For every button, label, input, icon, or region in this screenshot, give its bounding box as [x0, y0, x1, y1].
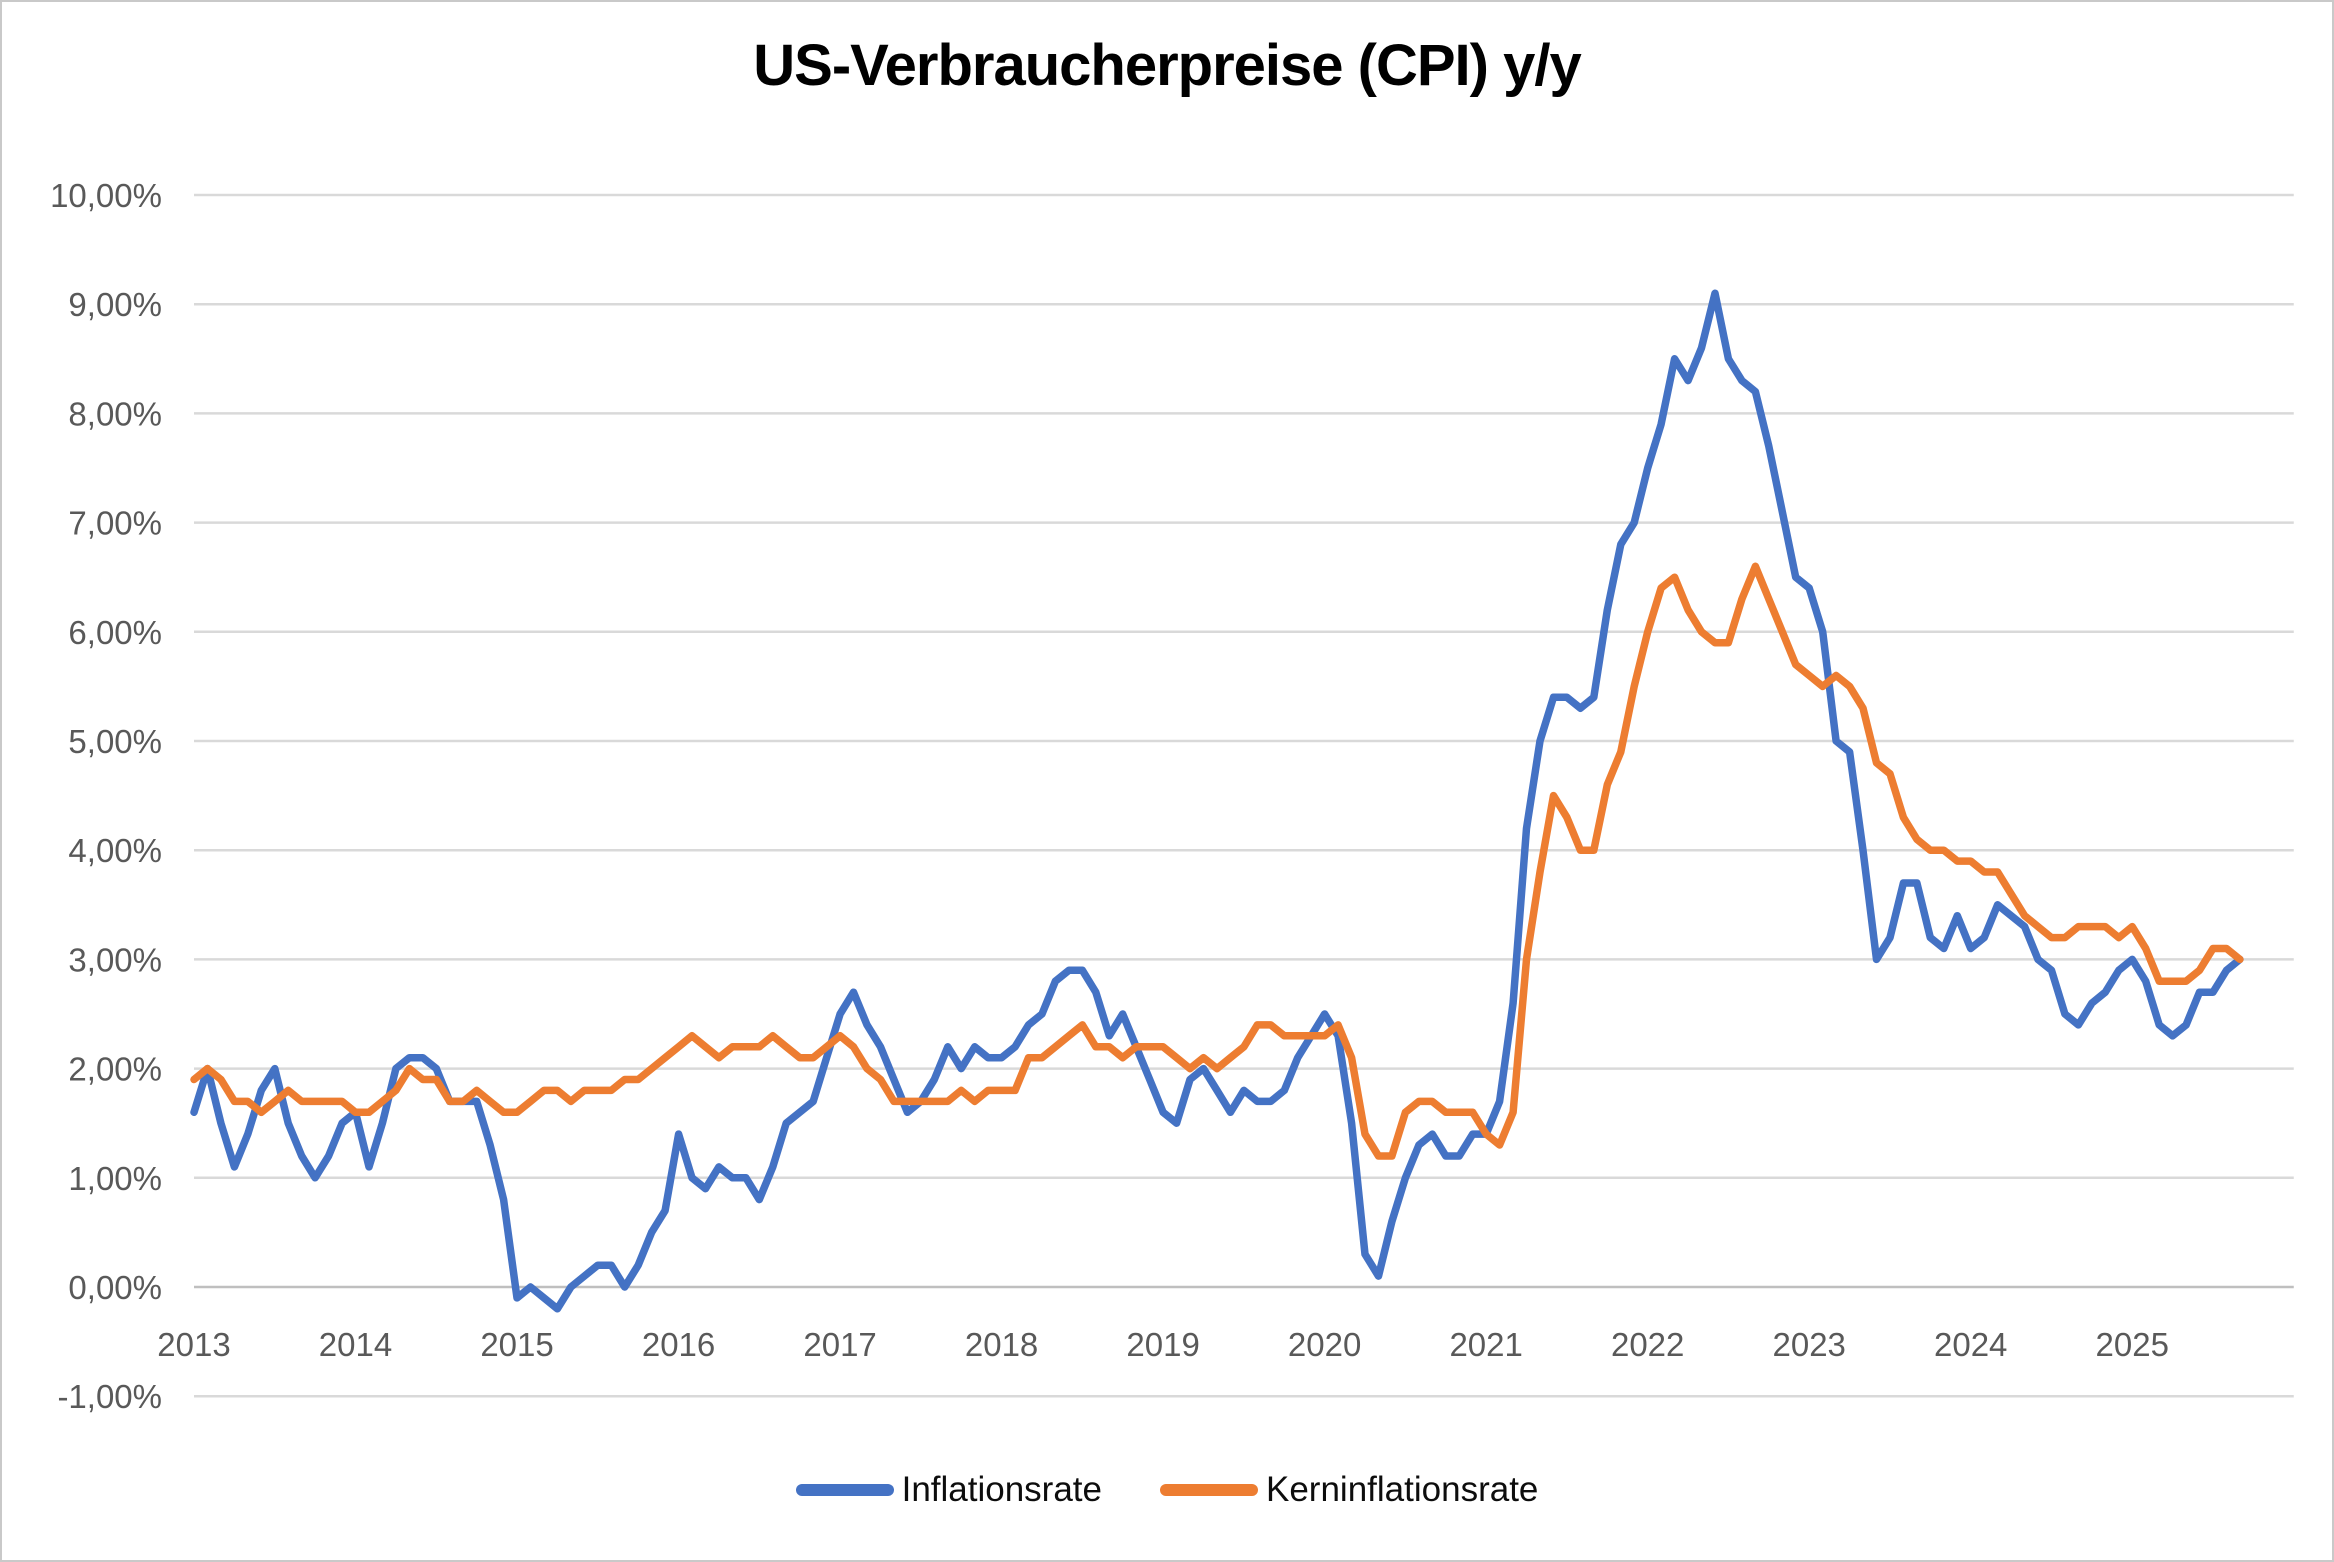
- legend-label-kerninflationsrate: Kerninflationsrate: [1266, 1470, 1539, 1509]
- x-tick-2021: 2021: [1449, 1326, 1522, 1363]
- y-tick-2,00%: 2,00%: [68, 1051, 162, 1088]
- legend-swatch-kerninflationsrate: [1160, 1484, 1258, 1496]
- x-tick-2022: 2022: [1611, 1326, 1684, 1363]
- x-tick-2024: 2024: [1934, 1326, 2007, 1363]
- y-tick-3,00%: 3,00%: [68, 941, 162, 978]
- y-tick-6,00%: 6,00%: [68, 614, 162, 651]
- x-tick-2014: 2014: [319, 1326, 392, 1363]
- y-tick-9,00%: 9,00%: [68, 286, 162, 323]
- y-tick-1,00%: 1,00%: [68, 1160, 162, 1197]
- y-tick-4,00%: 4,00%: [68, 832, 162, 869]
- x-tick-2016: 2016: [642, 1326, 715, 1363]
- y-tick-0,00%: 0,00%: [68, 1269, 162, 1306]
- x-tick-2015: 2015: [480, 1326, 553, 1363]
- y-tick--1,00%: -1,00%: [57, 1378, 162, 1415]
- legend-item-inflationsrate: Inflationsrate: [795, 1470, 1102, 1510]
- legend-swatch-inflationsrate: [795, 1484, 894, 1496]
- y-tick-8,00%: 8,00%: [68, 395, 162, 432]
- series-line-inflationsrate: [190, 289, 2244, 1313]
- series-line-kerninflationsrate: [190, 562, 2244, 1160]
- x-tick-2023: 2023: [1772, 1326, 1845, 1363]
- legend-item-kerninflationsrate: Kerninflationsrate: [1160, 1470, 1538, 1510]
- chart-title: US-Verbraucherpreise (CPI) y/y: [753, 33, 1581, 98]
- y-tick-7,00%: 7,00%: [68, 505, 162, 542]
- x-tick-2025: 2025: [2096, 1326, 2169, 1363]
- x-tick-2017: 2017: [803, 1326, 876, 1363]
- x-tick-2013: 2013: [157, 1326, 230, 1363]
- y-tick-5,00%: 5,00%: [68, 723, 162, 760]
- legend-label-inflationsrate: Inflationsrate: [901, 1470, 1102, 1509]
- y-tick-10,00%: 10,00%: [50, 177, 162, 214]
- x-tick-2020: 2020: [1288, 1326, 1361, 1363]
- x-tick-2018: 2018: [965, 1326, 1038, 1363]
- legend: Inflationsrate Kerninflationsrate: [2, 1470, 2332, 1510]
- x-tick-2019: 2019: [1126, 1326, 1199, 1363]
